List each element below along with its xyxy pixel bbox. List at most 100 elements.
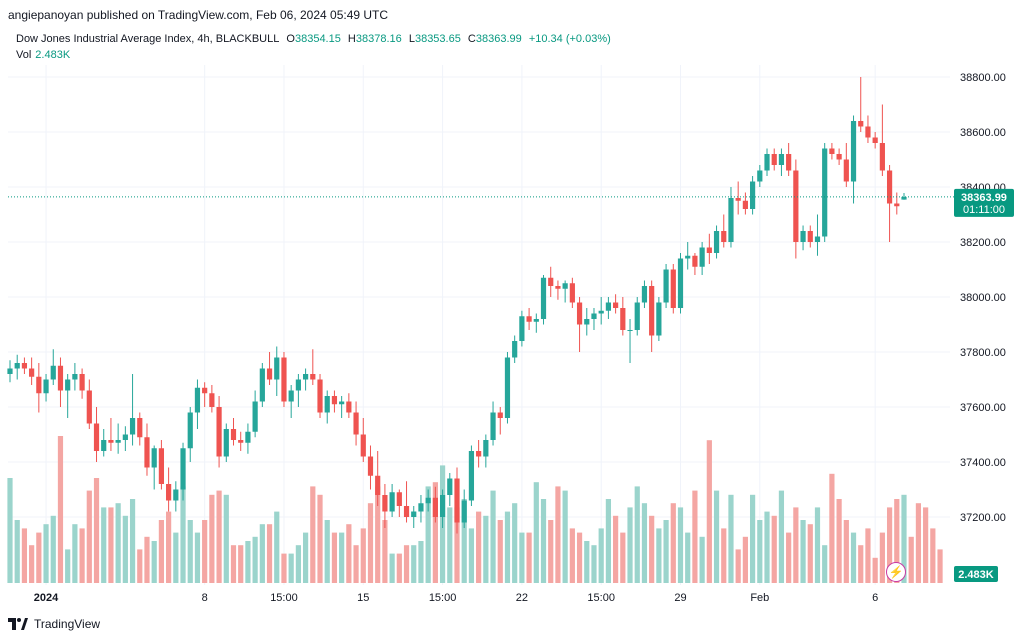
volume-bar	[605, 499, 612, 583]
volume-bar	[209, 494, 215, 583]
volume-bar	[591, 545, 597, 583]
candle-body	[14, 363, 20, 369]
candle-body	[483, 440, 489, 457]
x-tick-label: 15:00	[429, 592, 457, 604]
volume-bar	[548, 520, 554, 583]
candle-body	[122, 434, 128, 440]
candle-body	[375, 475, 381, 495]
volume-bar	[663, 520, 669, 583]
volume-bar	[50, 515, 56, 583]
volume-bar	[786, 532, 792, 583]
volume-bar	[180, 486, 186, 583]
candle-body	[202, 387, 208, 394]
volume-bar	[238, 545, 244, 583]
volume-bar	[288, 553, 294, 583]
x-tick-label: 15:00	[270, 592, 298, 604]
candle-body	[57, 365, 64, 391]
volume-bar	[685, 532, 691, 583]
volume-bar	[418, 541, 424, 583]
candle-body	[331, 396, 338, 405]
candle-body	[562, 283, 568, 289]
candle-body	[778, 154, 785, 165]
volume-bar	[108, 507, 114, 583]
candle-body	[620, 308, 626, 330]
volume-bar	[598, 528, 604, 583]
candle-body	[115, 440, 121, 443]
volume-bar	[721, 528, 727, 583]
candle-body	[526, 316, 532, 322]
candle-body	[86, 390, 92, 424]
volume-bar	[425, 486, 431, 583]
volume-bar	[555, 486, 561, 583]
volume-bar	[771, 515, 777, 583]
volume-bar	[576, 532, 583, 583]
volume-bar	[764, 511, 770, 583]
volume-bar	[194, 532, 201, 583]
symbol-title[interactable]: Dow Jones Industrial Average Index, 4h, …	[16, 33, 280, 45]
tradingview-logo-icon	[8, 618, 28, 630]
volume-bar	[173, 532, 179, 583]
publisher-line: angiepanoyan published on TradingView.co…	[8, 8, 389, 22]
candle-body	[886, 170, 893, 204]
volume-bar	[483, 515, 489, 583]
candle-body	[230, 429, 237, 440]
candle-body	[685, 255, 691, 259]
volume-bar	[512, 503, 518, 583]
volume-bar	[43, 524, 49, 583]
high-value: 38378.16	[355, 33, 402, 45]
volume-bar	[865, 528, 871, 583]
candle-body	[209, 393, 215, 407]
candle-body	[771, 154, 777, 165]
candle-body	[173, 489, 179, 501]
volume-bar	[908, 536, 914, 583]
volume-bar	[151, 541, 157, 583]
candle-body	[742, 200, 748, 209]
volume-bar	[317, 494, 323, 583]
volume-bar	[389, 553, 395, 583]
candle-body	[353, 412, 359, 435]
candle-body	[180, 448, 186, 490]
volume-bar	[129, 499, 136, 583]
volume-label[interactable]: Vol	[16, 49, 32, 61]
candle-body	[764, 154, 770, 171]
volume-bar	[14, 520, 20, 583]
volume-bar	[872, 557, 878, 583]
candle-body	[641, 286, 648, 303]
candle-body	[749, 181, 756, 209]
volume-bar	[79, 528, 85, 583]
candle-body	[238, 440, 244, 443]
volume-bar	[115, 503, 121, 583]
volume-bar	[519, 532, 525, 583]
candle-body	[692, 255, 698, 267]
volume-bar	[923, 507, 929, 583]
candle-body	[281, 357, 287, 402]
candle-body	[721, 231, 727, 242]
volume-bar	[526, 532, 532, 583]
candle-body	[540, 277, 547, 319]
candle-body	[598, 310, 604, 314]
candle-body	[613, 302, 619, 308]
candle-body	[728, 198, 734, 242]
candle-body	[649, 286, 655, 336]
volume-bar	[432, 482, 438, 583]
volume-bar	[230, 545, 237, 583]
y-tick-label: 37800.00	[960, 347, 1006, 359]
candle-body	[872, 137, 878, 143]
candle-body	[627, 330, 633, 331]
candle-body	[461, 500, 467, 523]
volume-bar	[677, 507, 684, 583]
volume-bar	[490, 490, 496, 583]
candle-body	[858, 121, 864, 127]
volume-bar	[367, 503, 374, 583]
candle-body	[310, 374, 316, 380]
price-badge-value: 38363.99	[961, 192, 1007, 204]
replay-lightning-icon[interactable]: ⚡	[886, 562, 906, 582]
volume-bar	[886, 507, 893, 583]
volume-bar	[634, 486, 640, 583]
price-badge-countdown: 01:11:00	[963, 204, 1005, 216]
candle-body	[706, 247, 712, 253]
volume-bar	[706, 440, 712, 583]
candle-body	[468, 451, 475, 501]
volume-bar	[620, 532, 626, 583]
